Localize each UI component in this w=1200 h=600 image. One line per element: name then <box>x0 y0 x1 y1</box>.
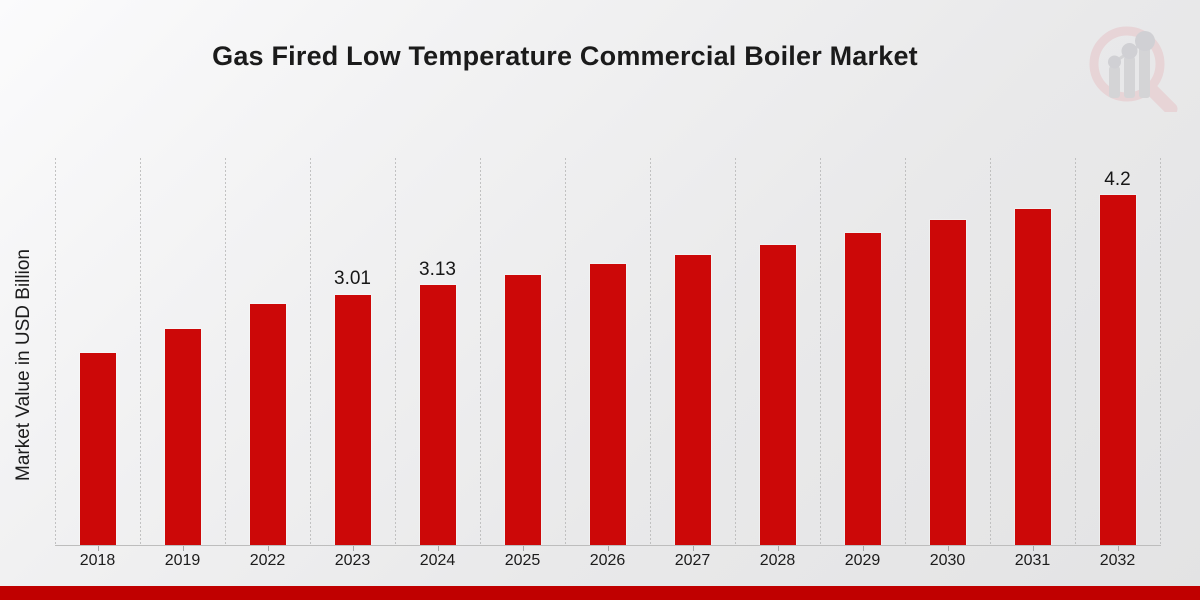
x-tick-2030 <box>947 546 949 551</box>
x-tick-2024 <box>437 546 439 551</box>
x-axis-tick-label-2030: 2030 <box>929 552 966 569</box>
grid-line <box>735 158 736 545</box>
grid-line <box>55 158 56 545</box>
x-axis-tick-label-2019: 2019 <box>164 552 201 569</box>
grid-line <box>140 158 141 545</box>
x-axis-tick-label-2027: 2027 <box>674 552 711 569</box>
bar-value-label-2024: 3.13 <box>419 258 456 280</box>
x-tick-2028 <box>777 546 779 551</box>
x-axis-tick-label-2029: 2029 <box>844 552 881 569</box>
grid-line <box>480 158 481 545</box>
bar-2030[interactable] <box>929 220 966 545</box>
grid-line <box>310 158 311 545</box>
x-tick-2027 <box>692 546 694 551</box>
x-tick-2019 <box>182 546 184 551</box>
x-axis-line <box>55 545 1161 546</box>
bar-2029[interactable] <box>844 232 881 545</box>
page-title: Gas Fired Low Temperature Commercial Boi… <box>212 41 918 71</box>
grid-line <box>565 158 566 545</box>
grid-line <box>650 158 651 545</box>
grid-line <box>990 158 991 545</box>
market-research-magnifier-logo <box>1089 26 1178 112</box>
x-axis-tick-label-2032: 2032 <box>1099 552 1136 569</box>
bar-value-label-2023: 3.01 <box>334 268 371 290</box>
x-tick-2018 <box>97 546 99 551</box>
bar-2023[interactable] <box>334 294 371 545</box>
grid-line <box>1075 158 1076 545</box>
x-axis-tick-label-2031: 2031 <box>1014 552 1051 569</box>
footer-accent-bar <box>0 586 1200 600</box>
y-axis-label: Market Value in USD Billion <box>13 249 34 481</box>
x-tick-2022 <box>267 546 269 551</box>
bar-2027[interactable] <box>674 255 711 545</box>
x-axis-tick-label-2025: 2025 <box>504 552 541 569</box>
plot-area <box>55 158 1161 545</box>
grid-line <box>820 158 821 545</box>
x-tick-2025 <box>522 546 524 551</box>
x-tick-2032 <box>1117 546 1119 551</box>
bar-2025[interactable] <box>504 274 541 545</box>
x-axis-tick-label-2026: 2026 <box>589 552 626 569</box>
x-axis-tick-label-2024: 2024 <box>419 552 456 569</box>
x-tick-2031 <box>1032 546 1034 551</box>
bar-2024[interactable] <box>419 284 456 545</box>
bar-2031[interactable] <box>1014 208 1051 545</box>
grid-line <box>1160 158 1161 545</box>
bar-2019[interactable] <box>164 328 201 545</box>
x-tick-2023 <box>352 546 354 551</box>
bar-2028[interactable] <box>759 244 796 545</box>
bar-2022[interactable] <box>249 303 286 545</box>
x-axis-tick-label-2023: 2023 <box>334 552 371 569</box>
x-axis-tick-label-2028: 2028 <box>759 552 796 569</box>
grid-line <box>225 158 226 545</box>
bar-value-label-2032: 4.2 <box>1104 169 1131 191</box>
x-axis-tick-label-2018: 2018 <box>79 552 116 569</box>
grid-line <box>905 158 906 545</box>
x-axis-tick-label-2022: 2022 <box>249 552 286 569</box>
bar-2018[interactable] <box>79 352 116 545</box>
x-tick-2029 <box>862 546 864 551</box>
bar-2026[interactable] <box>589 263 626 545</box>
grid-line <box>395 158 396 545</box>
x-tick-2026 <box>607 546 609 551</box>
bar-2032[interactable] <box>1099 195 1136 545</box>
